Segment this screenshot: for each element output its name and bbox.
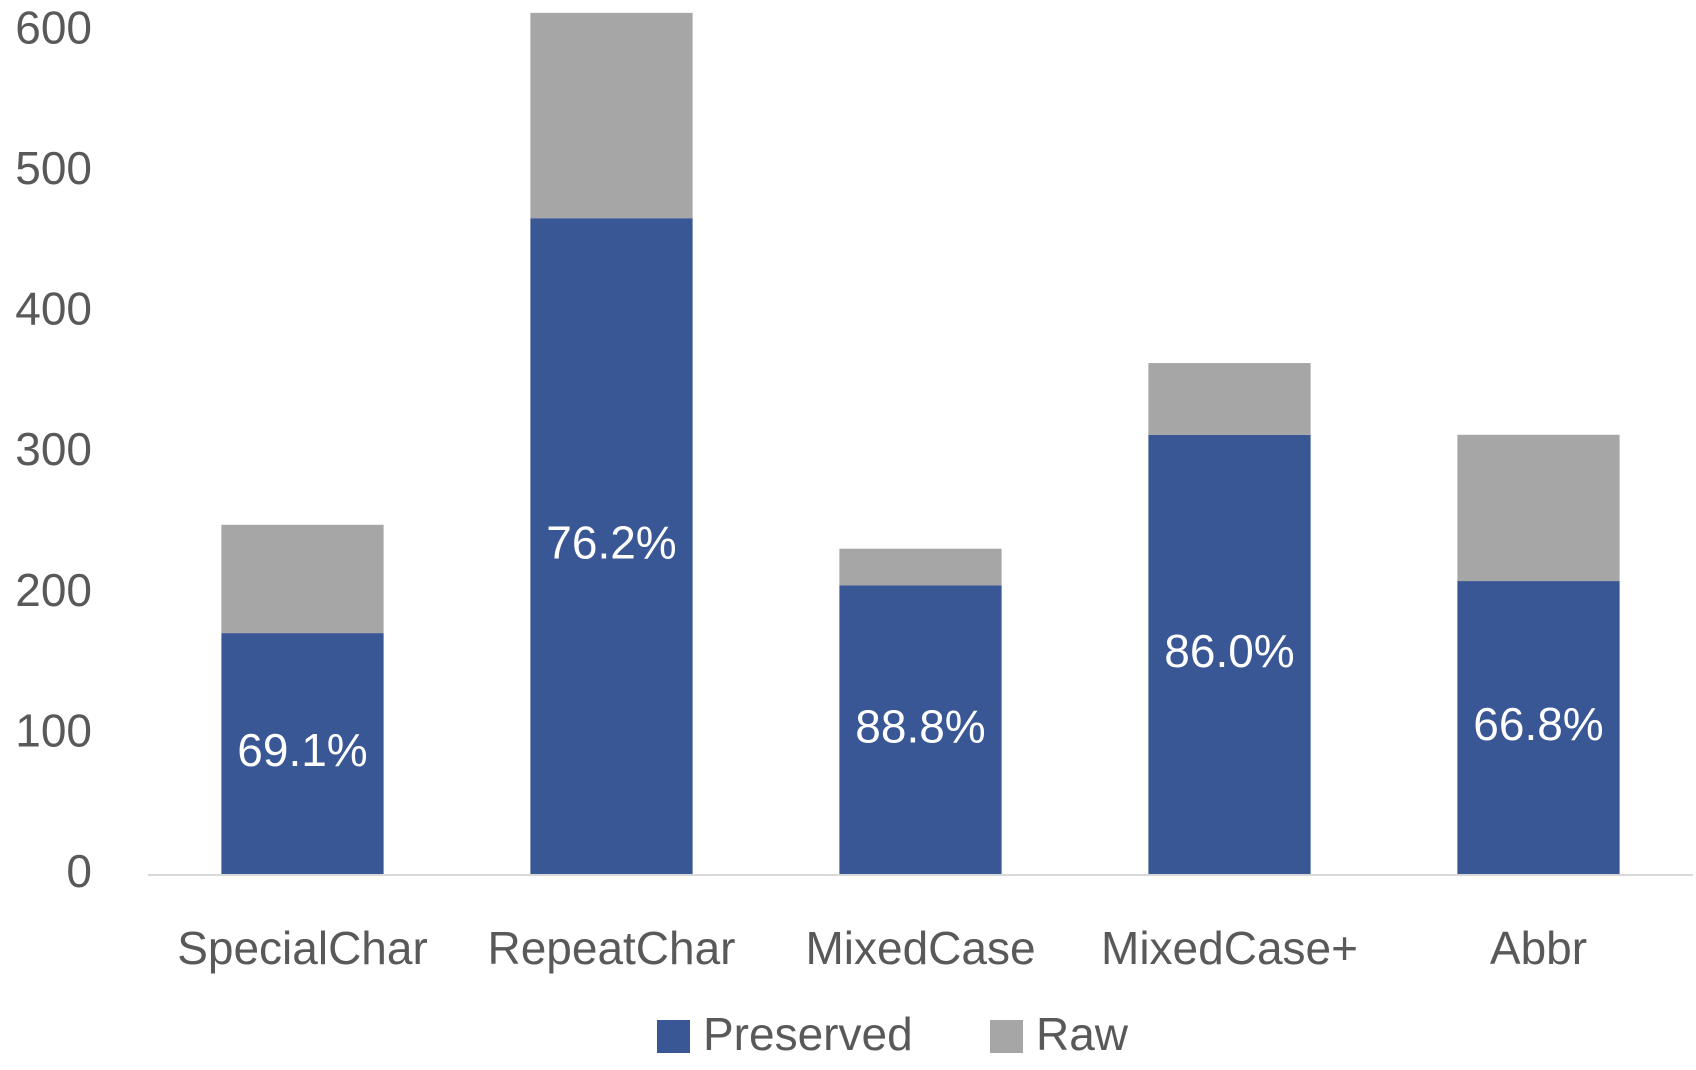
data-label: 86.0% <box>1164 625 1294 677</box>
legend-swatch <box>990 1020 1023 1053</box>
y-tick-label: 300 <box>15 423 92 475</box>
bar-segment <box>1148 363 1311 435</box>
bar-segment <box>221 633 384 875</box>
legend-label: Preserved <box>703 1008 913 1060</box>
bar-segment <box>839 585 1002 875</box>
data-label: 76.2% <box>546 517 676 569</box>
data-label: 69.1% <box>237 724 367 776</box>
y-tick-label: 0 <box>66 845 92 897</box>
bar-segment <box>839 548 1002 586</box>
bar-segment <box>1457 581 1620 875</box>
x-tick-label: MixedCase+ <box>1101 922 1358 974</box>
bar-segment <box>530 218 693 875</box>
legend-swatch <box>657 1020 690 1053</box>
x-tick-label: SpecialChar <box>177 922 428 974</box>
legend-label: Raw <box>1036 1008 1129 1060</box>
data-label: 88.8% <box>855 700 985 752</box>
bar-segment <box>1148 434 1311 875</box>
y-tick-label: 100 <box>15 705 92 757</box>
y-tick-label: 500 <box>15 142 92 194</box>
y-tick-label: 400 <box>15 283 92 335</box>
bar-segment <box>530 12 693 219</box>
data-label: 66.8% <box>1473 698 1603 750</box>
x-tick-label: MixedCase <box>805 922 1035 974</box>
y-tick-label: 200 <box>15 564 92 616</box>
bar-segment <box>1457 434 1620 582</box>
x-tick-label: Abbr <box>1490 922 1587 974</box>
x-tick-label: RepeatChar <box>487 922 735 974</box>
bar-segment <box>221 524 384 634</box>
y-tick-label: 600 <box>15 1 92 53</box>
